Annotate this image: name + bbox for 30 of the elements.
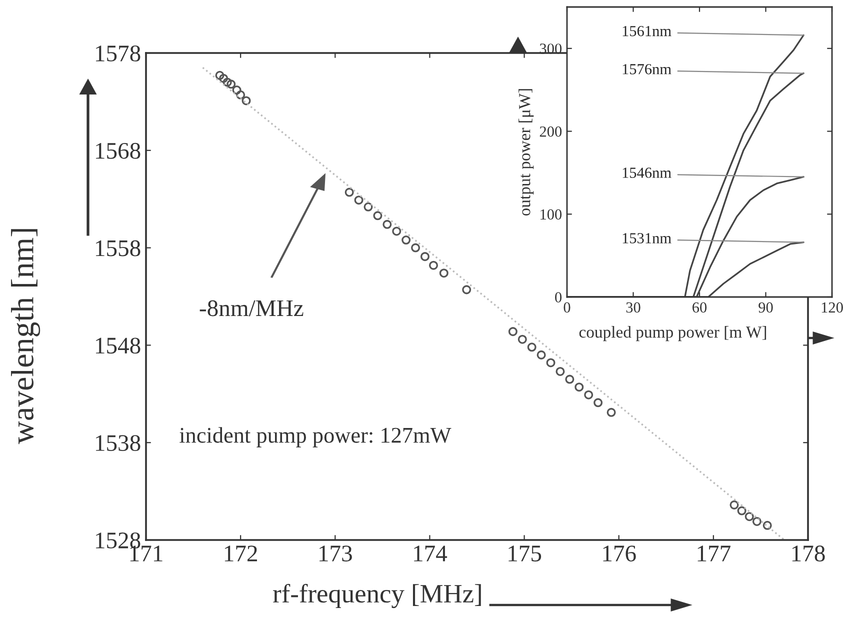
x-tick-label: 177 xyxy=(698,546,730,562)
x-tick-label: 176 xyxy=(603,546,636,562)
x-tick-label: 173 xyxy=(320,546,352,562)
y-tick-label: 1558 xyxy=(96,240,140,256)
y-axis-title: output power [μW] xyxy=(518,89,534,216)
text: 1576nm xyxy=(622,64,672,74)
y-tick-label: 200 xyxy=(540,126,562,137)
x-tick-label: 0 xyxy=(564,302,570,313)
y-tick-label: 1538 xyxy=(96,435,140,452)
text: 1531nm xyxy=(622,233,672,244)
x-tick-label: 90 xyxy=(758,302,773,313)
y-tick-label: 1578 xyxy=(96,45,140,62)
x-axis-title: rf-frequency [MHz] xyxy=(273,584,481,608)
y-tick-label: 100 xyxy=(540,209,562,220)
text: 1561nm xyxy=(622,26,672,36)
x-tick-label: 174 xyxy=(414,546,448,562)
y-axis-title: wavelength [nm] xyxy=(11,229,40,444)
annotation: incident pump power: 127mW xyxy=(180,427,452,448)
y-tick-label: 1568 xyxy=(96,142,140,159)
x-tick-label: 175 xyxy=(508,546,542,562)
annotation: -8nm/MHz xyxy=(200,300,304,316)
x-tick-label: 120 xyxy=(822,302,843,313)
y-tick-label: 1548 xyxy=(96,338,140,354)
x-tick-label: 172 xyxy=(224,546,257,562)
x-tick-label: 178 xyxy=(792,546,825,562)
text: 1546nm xyxy=(622,168,672,178)
x-axis-title: coupled pump power [m W] xyxy=(579,326,766,342)
x-tick-label: 30 xyxy=(626,302,640,313)
x-tick-label: 60 xyxy=(692,302,707,313)
y-tick-label: 0 xyxy=(555,292,562,302)
